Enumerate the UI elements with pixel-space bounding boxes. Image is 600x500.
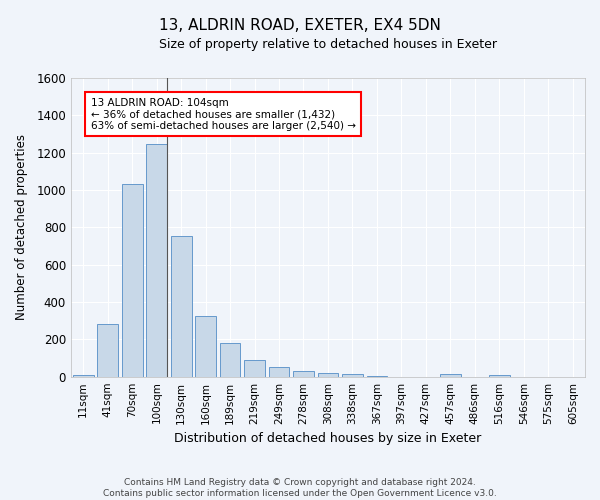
Bar	[73, 375, 94, 376]
Bar	[122, 184, 143, 376]
Bar	[269, 368, 289, 376]
X-axis label: Distribution of detached houses by size in Exeter: Distribution of detached houses by size …	[175, 432, 482, 445]
Bar	[244, 360, 265, 376]
Title: Size of property relative to detached houses in Exeter: Size of property relative to detached ho…	[159, 38, 497, 51]
Text: 13, ALDRIN ROAD, EXETER, EX4 5DN: 13, ALDRIN ROAD, EXETER, EX4 5DN	[159, 18, 441, 32]
Bar	[317, 372, 338, 376]
Bar	[97, 324, 118, 376]
Text: Contains HM Land Registry data © Crown copyright and database right 2024.
Contai: Contains HM Land Registry data © Crown c…	[103, 478, 497, 498]
Text: 13 ALDRIN ROAD: 104sqm
← 36% of detached houses are smaller (1,432)
63% of semi-: 13 ALDRIN ROAD: 104sqm ← 36% of detached…	[91, 98, 356, 131]
Bar	[146, 144, 167, 376]
Y-axis label: Number of detached properties: Number of detached properties	[15, 134, 28, 320]
Bar	[293, 370, 314, 376]
Bar	[342, 374, 363, 376]
Bar	[170, 236, 191, 376]
Bar	[195, 316, 216, 376]
Bar	[489, 375, 510, 376]
Bar	[440, 374, 461, 376]
Bar	[220, 343, 241, 376]
